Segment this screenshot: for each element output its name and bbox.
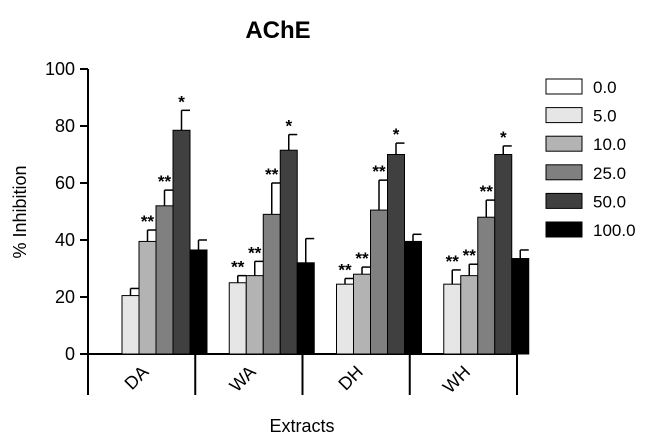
significance-mark: * (500, 128, 507, 147)
legend-swatch (545, 192, 583, 209)
bar (353, 273, 371, 355)
bar (370, 209, 388, 355)
legend-swatch (545, 164, 583, 181)
bar (121, 295, 140, 355)
bar (279, 149, 298, 355)
bar (296, 262, 315, 355)
bar (189, 249, 208, 355)
legend-label: 10.0 (593, 135, 626, 154)
y-tick-label: 100 (45, 59, 75, 79)
bar (172, 129, 191, 355)
category-label: WH (439, 362, 474, 397)
significance-mark: ** (463, 246, 477, 265)
y-tick-label: 20 (55, 287, 75, 307)
significance-mark: * (285, 117, 292, 136)
legend-label: 0.0 (593, 78, 617, 97)
y-tick-label: 40 (55, 230, 75, 250)
legend: 0.0 5.0 10.0 25.0 50.0 100.0 (545, 78, 636, 240)
bar (494, 154, 513, 355)
bar (460, 275, 479, 355)
legend-label: 100.0 (593, 221, 636, 240)
bar (228, 282, 247, 355)
legend-label: 5.0 (593, 107, 617, 126)
significance-mark: ** (231, 258, 245, 277)
legend-swatch (545, 135, 583, 152)
bar (387, 154, 405, 355)
category-label: DA (121, 362, 153, 394)
category-label: DH (334, 362, 367, 395)
significance-mark: ** (480, 182, 494, 201)
category-label: WA (226, 362, 260, 396)
legend-swatch (545, 78, 583, 95)
bars-group: ********************* ***** (121, 92, 530, 355)
significance-mark: ** (265, 165, 279, 184)
legend-swatch (545, 107, 583, 124)
significance-mark: ** (141, 212, 155, 231)
legend-label: 25.0 (593, 164, 626, 183)
y-tick-label: 60 (55, 173, 75, 193)
bar (443, 283, 462, 355)
bar (336, 283, 354, 355)
bar (511, 258, 530, 355)
bar (477, 216, 496, 355)
legend-label: 50.0 (593, 192, 626, 211)
bar (155, 205, 174, 355)
bar (262, 213, 281, 355)
x-axis-label: Extracts (269, 416, 334, 433)
bar (404, 240, 422, 355)
significance-mark: ** (446, 252, 460, 271)
significance-mark: ** (355, 249, 369, 268)
legend-swatch (545, 221, 583, 238)
significance-mark: * (393, 125, 400, 144)
y-tick-label: 80 (55, 116, 75, 136)
significance-mark: ** (372, 162, 386, 181)
y-tick-label: 0 (65, 344, 75, 364)
significance-mark: ** (338, 260, 352, 279)
y-axis-label: % Inhibition (10, 165, 30, 258)
bar (138, 240, 157, 355)
chart-title: AChE (245, 17, 310, 44)
significance-mark: ** (158, 172, 172, 191)
bar (245, 275, 264, 355)
significance-mark: ** (248, 243, 262, 262)
significance-mark: * (178, 92, 185, 111)
